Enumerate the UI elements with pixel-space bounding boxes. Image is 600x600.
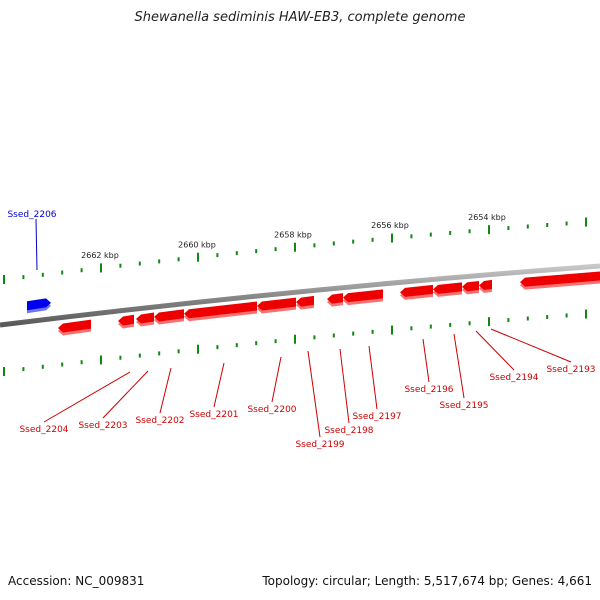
gene-label[interactable]: Ssed_2194 bbox=[489, 373, 538, 383]
gene-label[interactable]: Ssed_2198 bbox=[324, 426, 373, 436]
reverse-gene-arrow bbox=[343, 289, 383, 303]
gene-label[interactable]: Ssed_2201 bbox=[189, 410, 238, 420]
gene-label[interactable]: Ssed_2203 bbox=[78, 421, 127, 431]
kbp-label: 2654 kbp bbox=[468, 213, 506, 222]
kbp-label: 2660 kbp bbox=[178, 240, 216, 249]
reverse-gene-arrow bbox=[462, 280, 479, 292]
gene-label[interactable]: Ssed_2200 bbox=[247, 405, 296, 415]
reverse-gene-arrow bbox=[118, 314, 134, 326]
gene-label[interactable]: Ssed_2196 bbox=[404, 385, 453, 395]
gene-label-leader bbox=[307, 350, 321, 438]
gene-label[interactable]: Ssed_2202 bbox=[135, 416, 184, 426]
genome-stats-text: Topology: circular; Length: 5,517,674 bp… bbox=[262, 574, 592, 588]
gene-label-leader bbox=[475, 330, 515, 371]
reverse-gene-arrow bbox=[184, 301, 257, 319]
accession-text: Accession: NC_009831 bbox=[8, 574, 145, 588]
genome-backbone bbox=[0, 263, 600, 328]
kbp-label: 2656 kbp bbox=[371, 221, 409, 230]
gene-label-leader bbox=[271, 356, 282, 403]
reverse-gene-arrow bbox=[479, 279, 492, 290]
map-title: Shewanella sediminis HAW-EB3, complete g… bbox=[134, 10, 466, 25]
gene-label[interactable]: Ssed_2199 bbox=[295, 440, 344, 450]
reverse-gene-arrow bbox=[154, 309, 184, 322]
gene-label-leader bbox=[35, 218, 38, 271]
gene-label-leader bbox=[368, 345, 378, 410]
kbp-label: 2658 kbp bbox=[274, 230, 312, 239]
forward-gene-arrow bbox=[27, 298, 51, 311]
tick-marks bbox=[3, 217, 587, 377]
gene-labels: Ssed_2206 Ssed_2204 Ssed_2203 Ssed_2202 Ssed… bbox=[7, 210, 595, 450]
gene-label-leader bbox=[43, 371, 131, 423]
kbp-label: 2662 kbp bbox=[81, 251, 119, 260]
reverse-gene-arrow bbox=[327, 293, 343, 304]
gene-label-leader bbox=[422, 338, 430, 383]
gene-label-leader bbox=[453, 333, 465, 399]
gene-label-leader bbox=[339, 348, 350, 424]
gene-label-leader bbox=[490, 328, 572, 363]
gene-label[interactable]: Ssed_2206 bbox=[7, 210, 56, 220]
gene-label[interactable]: Ssed_2193 bbox=[546, 365, 595, 375]
gene-label[interactable]: Ssed_2195 bbox=[439, 401, 488, 411]
gene-label[interactable]: Ssed_2197 bbox=[352, 412, 401, 422]
label-leader-lines bbox=[35, 218, 572, 438]
reverse-gene-arrow bbox=[433, 282, 462, 294]
kbp-labels: 2662 kbp 2660 kbp 2658 kbp 2656 kbp 2654 kbp bbox=[81, 213, 506, 260]
reverse-gene-arrow bbox=[257, 297, 296, 311]
gene-label-leader bbox=[102, 370, 149, 419]
reverse-gene-arrow bbox=[520, 271, 600, 287]
gene-label-leader bbox=[159, 367, 172, 414]
gene-label[interactable]: Ssed_2204 bbox=[19, 425, 68, 435]
gene-label-leader bbox=[213, 362, 225, 408]
reverse-gene-arrow bbox=[136, 312, 154, 324]
reverse-gene-arrow bbox=[58, 319, 91, 333]
reverse-gene-arrow bbox=[296, 295, 314, 307]
gene-features bbox=[27, 271, 600, 336]
reverse-gene-arrow bbox=[400, 284, 433, 297]
